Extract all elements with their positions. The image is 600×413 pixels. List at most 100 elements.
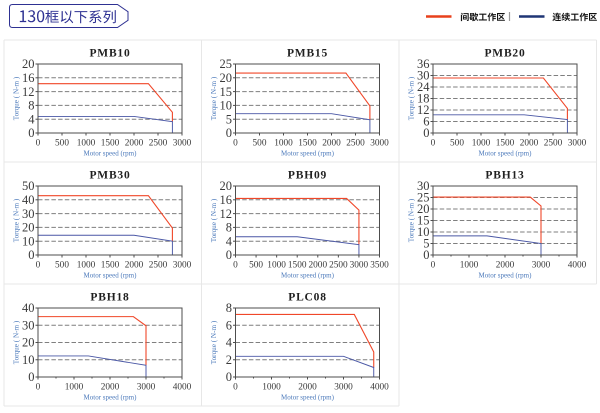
svg-text:0: 0: [423, 248, 429, 262]
svg-text:0: 0: [28, 126, 34, 140]
svg-text:1500: 1500: [101, 261, 120, 271]
svg-text:20: 20: [220, 71, 233, 85]
svg-text:4000: 4000: [370, 383, 389, 393]
svg-text:1500: 1500: [298, 139, 317, 149]
svg-text:PLC08: PLC08: [288, 292, 327, 304]
svg-text:20: 20: [417, 202, 430, 216]
svg-text:1500: 1500: [101, 139, 120, 149]
svg-text:0: 0: [28, 248, 34, 262]
svg-text:2000: 2000: [496, 261, 515, 271]
svg-text:4: 4: [226, 336, 233, 350]
svg-text:2000: 2000: [101, 383, 120, 393]
svg-text:25: 25: [220, 57, 233, 71]
svg-text:50: 50: [22, 179, 35, 193]
svg-text:0: 0: [36, 139, 41, 149]
svg-text:0: 0: [233, 261, 238, 271]
svg-text:0: 0: [226, 126, 232, 140]
svg-text:0: 0: [423, 126, 429, 140]
svg-text:Motor speed (rpm): Motor speed (rpm): [479, 150, 533, 158]
svg-text:12: 12: [220, 207, 233, 221]
svg-text:Torque ( N-m ): Torque ( N-m ): [210, 76, 218, 120]
svg-text:4000: 4000: [568, 261, 587, 271]
svg-text:5: 5: [226, 112, 232, 126]
svg-text:0: 0: [226, 370, 232, 384]
svg-text:1000: 1000: [267, 261, 286, 271]
svg-text:20: 20: [22, 336, 35, 350]
svg-text:12: 12: [417, 103, 430, 117]
svg-text:500: 500: [253, 139, 267, 149]
svg-text:1000: 1000: [274, 139, 293, 149]
svg-text:1000: 1000: [460, 261, 479, 271]
svg-text:25: 25: [417, 191, 430, 205]
svg-text:2000: 2000: [298, 383, 317, 393]
svg-text:4: 4: [226, 234, 233, 248]
svg-text:36: 36: [417, 57, 430, 71]
svg-text:500: 500: [55, 261, 69, 271]
svg-text:8: 8: [226, 221, 232, 235]
svg-text:PBH09: PBH09: [288, 170, 327, 182]
svg-text:Torque ( N-m ): Torque ( N-m ): [13, 320, 21, 364]
svg-text:0: 0: [431, 139, 436, 149]
svg-text:PMB10: PMB10: [89, 48, 130, 60]
svg-text:10: 10: [22, 353, 35, 367]
svg-text:0: 0: [28, 370, 34, 384]
svg-text:12: 12: [22, 85, 35, 99]
svg-text:Motor speed (rpm): Motor speed (rpm): [84, 272, 138, 280]
svg-text:6: 6: [226, 318, 232, 332]
svg-text:2500: 2500: [149, 139, 168, 149]
svg-text:Motor speed (rpm): Motor speed (rpm): [281, 394, 335, 402]
svg-text:1000: 1000: [77, 139, 96, 149]
svg-text:18: 18: [417, 92, 430, 106]
svg-text:2: 2: [226, 353, 232, 367]
svg-text:10: 10: [220, 99, 233, 113]
svg-text:30: 30: [417, 69, 430, 83]
svg-text:Motor speed (rpm): Motor speed (rpm): [84, 150, 138, 158]
svg-text:Motor speed (rpm): Motor speed (rpm): [479, 272, 533, 280]
svg-text:1000: 1000: [77, 261, 96, 271]
svg-text:3500: 3500: [370, 261, 389, 271]
svg-text:8: 8: [226, 301, 232, 315]
svg-text:3000: 3000: [350, 261, 369, 271]
svg-text:1000: 1000: [65, 383, 84, 393]
svg-text:40: 40: [22, 193, 35, 207]
svg-text:30: 30: [22, 318, 35, 332]
svg-text:2500: 2500: [346, 139, 365, 149]
svg-text:PMB30: PMB30: [89, 170, 130, 182]
svg-text:Torque ( N-m ): Torque ( N-m ): [13, 76, 21, 120]
svg-text:3000: 3000: [173, 261, 192, 271]
svg-text:0: 0: [226, 248, 232, 262]
svg-text:Motor speed (rpm): Motor speed (rpm): [84, 394, 138, 402]
svg-text:Motor speed (rpm): Motor speed (rpm): [281, 150, 335, 158]
svg-text:2000: 2000: [309, 261, 328, 271]
svg-text:3000: 3000: [568, 139, 587, 149]
svg-text:Torque ( N-m ): Torque ( N-m ): [408, 76, 416, 120]
svg-text:8: 8: [28, 99, 34, 113]
svg-text:PBH13: PBH13: [485, 170, 524, 182]
svg-text:30: 30: [22, 207, 35, 221]
svg-text:1000: 1000: [472, 139, 491, 149]
svg-text:3000: 3000: [532, 261, 551, 271]
svg-text:3000: 3000: [137, 383, 156, 393]
svg-text:0: 0: [431, 261, 436, 271]
svg-text:0: 0: [233, 383, 238, 393]
svg-text:Torque ( N-m ): Torque ( N-m ): [13, 198, 21, 242]
svg-text:Torque ( N-m ): Torque ( N-m ): [210, 198, 218, 242]
svg-text:30: 30: [417, 179, 430, 193]
svg-text:4: 4: [28, 112, 35, 126]
svg-text:500: 500: [450, 139, 464, 149]
svg-text:0: 0: [233, 139, 238, 149]
svg-text:10: 10: [22, 234, 35, 248]
svg-text:15: 15: [220, 85, 233, 99]
svg-text:1500: 1500: [496, 139, 515, 149]
svg-text:Torque ( N-m ): Torque ( N-m ): [210, 320, 218, 364]
svg-text:2000: 2000: [125, 261, 144, 271]
svg-text:3000: 3000: [173, 139, 192, 149]
svg-text:3000: 3000: [370, 139, 389, 149]
svg-text:Torque ( N-m ): Torque ( N-m ): [408, 198, 416, 242]
svg-text:0: 0: [36, 383, 41, 393]
svg-text:40: 40: [22, 301, 35, 315]
svg-text:0: 0: [36, 261, 41, 271]
svg-text:2500: 2500: [329, 261, 348, 271]
svg-text:24: 24: [417, 80, 430, 94]
svg-text:PMB20: PMB20: [484, 48, 525, 60]
